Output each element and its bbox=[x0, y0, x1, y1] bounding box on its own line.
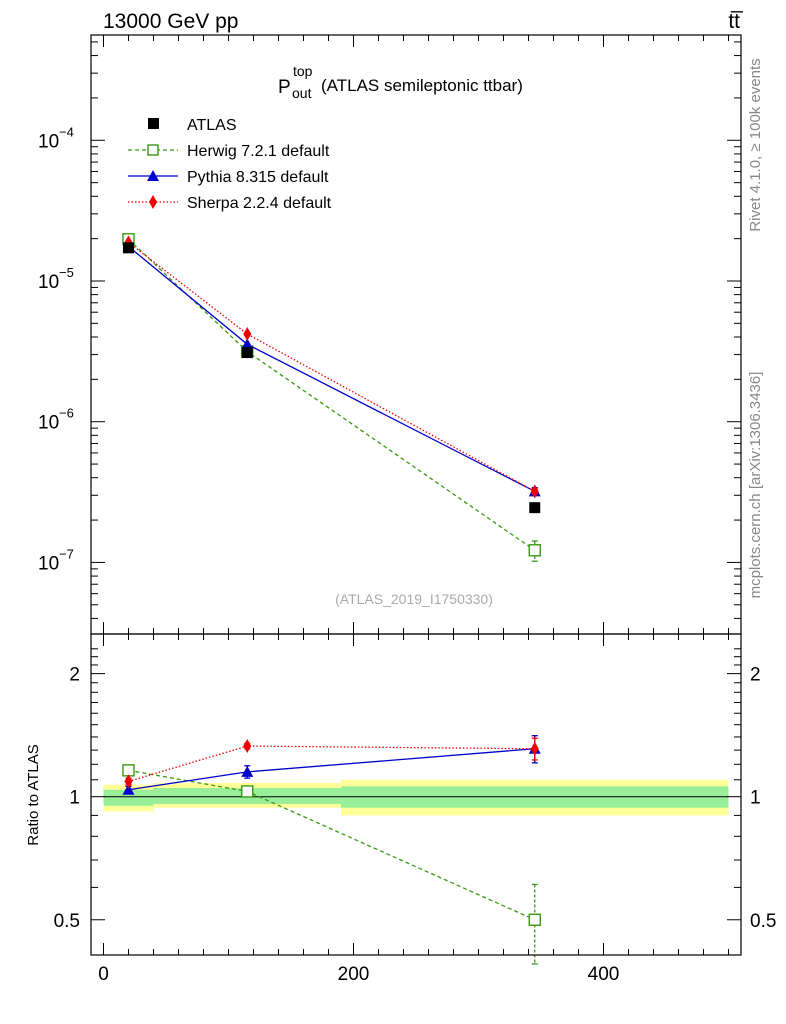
y-tick-exponent: −6 bbox=[59, 406, 74, 421]
atlas-point bbox=[529, 502, 541, 514]
sherpa-point bbox=[243, 739, 252, 754]
main-line-sherpa bbox=[128, 241, 536, 492]
pythia-point bbox=[241, 765, 254, 777]
analysis-id: (ATLAS_2019_I1750330) bbox=[335, 591, 493, 607]
herwig-point bbox=[241, 785, 254, 798]
legend-entry-herwig: Herwig 7.2.1 default bbox=[128, 143, 330, 160]
main-series-pythia bbox=[122, 240, 541, 497]
legend-entry-atlas: ATLAS bbox=[148, 117, 237, 134]
legend-entry-pythia: Pythia 8.315 default bbox=[128, 169, 329, 186]
ratio-y-tick-label-right: 0.5 bbox=[750, 911, 776, 932]
herwig-point bbox=[528, 544, 541, 557]
atlas-point bbox=[241, 347, 253, 359]
sherpa-point bbox=[530, 741, 539, 756]
plot-title: P top out (ATLAS semileptonic ttbar) bbox=[278, 63, 523, 101]
legend-marker-herwig bbox=[147, 144, 159, 156]
x-tick-label: 0 bbox=[98, 964, 109, 985]
ratio-line-sherpa bbox=[128, 745, 535, 783]
ratio-band-inner bbox=[103, 789, 154, 806]
legend-label-herwig: Herwig 7.2.1 default bbox=[187, 143, 330, 160]
y-tick-base: 10 bbox=[38, 272, 59, 293]
legend-marker-atlas bbox=[148, 118, 159, 129]
legend-label-atlas: ATLAS bbox=[187, 117, 237, 134]
y-tick-base: 10 bbox=[38, 413, 59, 434]
ratio-y-tick-label-left: 2 bbox=[69, 665, 80, 686]
main-series-atlas bbox=[123, 242, 541, 514]
main-series-herwig bbox=[122, 233, 541, 562]
ratio-y-tick-label-left: 1 bbox=[69, 788, 80, 809]
header-energy: 13000 GeV pp bbox=[103, 10, 238, 33]
sherpa-point bbox=[124, 774, 133, 789]
main-y-tick-label: 10 −7 bbox=[38, 546, 74, 574]
main-line-pythia bbox=[128, 245, 536, 492]
legend-marker-pythia bbox=[147, 170, 159, 181]
ratio-y-tick-label-right: 2 bbox=[750, 665, 761, 686]
title-subscript: out bbox=[292, 85, 312, 101]
title-superscript: top bbox=[293, 63, 313, 79]
series-layer bbox=[122, 233, 541, 965]
pythia-point bbox=[241, 338, 254, 350]
main-series-sherpa bbox=[124, 235, 539, 499]
ratio-series-sherpa bbox=[124, 737, 539, 789]
main-y-tick-label: 10 −4 bbox=[38, 124, 74, 152]
atlas-point bbox=[123, 242, 134, 254]
side-label-mcplots: mcplots.cern.ch [arXiv:1306.3436] bbox=[747, 372, 764, 599]
y-tick-exponent: −5 bbox=[59, 265, 74, 280]
legend-marker-sherpa bbox=[149, 195, 157, 209]
legend-label-pythia: Pythia 8.315 default bbox=[187, 169, 329, 186]
x-tick-label: 200 bbox=[338, 964, 370, 985]
y-tick-exponent: −7 bbox=[59, 546, 74, 561]
legend-entry-sherpa: Sherpa 2.2.4 default bbox=[128, 195, 332, 212]
title-symbol: P bbox=[278, 77, 291, 98]
title-text: (ATLAS semileptonic ttbar) bbox=[321, 76, 523, 95]
ratio-series-herwig bbox=[122, 764, 541, 965]
ratio-panel-frame bbox=[90, 633, 742, 956]
y-tick-base: 10 bbox=[38, 131, 59, 152]
main-y-tick-label: 10 −6 bbox=[38, 406, 74, 434]
y-tick-exponent: −4 bbox=[59, 124, 74, 139]
pythia-point bbox=[122, 783, 135, 795]
main-y-tick-label: 10 −5 bbox=[38, 265, 74, 293]
ratio-y-tick-label-left: 0.5 bbox=[54, 911, 80, 932]
main-line-herwig bbox=[128, 238, 536, 551]
header-process: tt̅ bbox=[728, 10, 744, 33]
sherpa-point bbox=[530, 484, 539, 499]
ratio-series-pythia bbox=[122, 735, 541, 795]
ratio-y-tick-label-right: 1 bbox=[750, 788, 761, 809]
legend: ATLAS Herwig 7.2.1 default Pythia 8.315 … bbox=[128, 117, 332, 212]
herwig-point bbox=[528, 913, 541, 926]
x-tick-label: 400 bbox=[588, 964, 620, 985]
y-tick-base: 10 bbox=[38, 553, 59, 574]
ratio-y-axis-label: Ratio to ATLAS bbox=[25, 744, 42, 845]
ratio-uncertainty-bands bbox=[103, 779, 729, 816]
herwig-point bbox=[122, 764, 135, 777]
side-label-rivet: Rivet 4.1.0, ≥ 100k events bbox=[747, 58, 764, 231]
sherpa-point bbox=[243, 327, 252, 342]
legend-label-sherpa: Sherpa 2.2.4 default bbox=[187, 195, 332, 212]
